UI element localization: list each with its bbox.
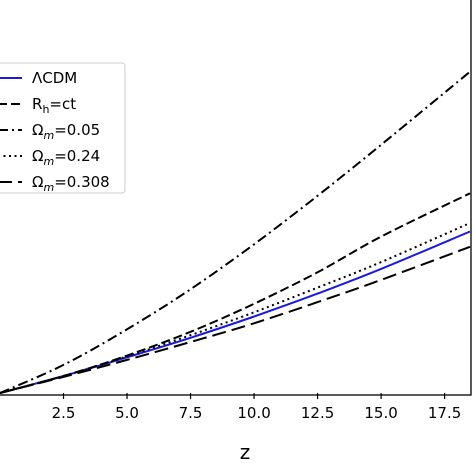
series-line-4 bbox=[0, 245, 471, 394]
x-tick-label-6: 17.5 bbox=[428, 404, 461, 422]
legend-label-1: Rh=ct bbox=[32, 95, 76, 116]
x-tick-label-0: 2.5 bbox=[52, 404, 76, 422]
x-tick-label-2: 7.5 bbox=[179, 404, 203, 422]
series-line-2 bbox=[0, 70, 471, 394]
x-tick-label-4: 12.5 bbox=[301, 404, 334, 422]
x-tick-label-3: 10.0 bbox=[237, 404, 270, 422]
legend-label-2: Ωm=0.05 bbox=[32, 121, 100, 142]
series-line-3 bbox=[0, 222, 471, 394]
series-layer bbox=[0, 70, 471, 394]
x-tick-label-5: 15.0 bbox=[364, 404, 397, 422]
series-line-1 bbox=[0, 192, 471, 394]
legend: ΛCDM Rh=ct Ωm=0.05 Ωm=0.24 Ωm=0.308 bbox=[0, 62, 126, 194]
x-axis-ticks: 2.5 5.0 7.5 10.0 12.5 15.0 17.5 bbox=[52, 393, 461, 422]
plot-frame bbox=[0, 0, 472, 396]
legend-label-0: ΛCDM bbox=[32, 69, 77, 87]
legend-label-3: Ωm=0.24 bbox=[32, 147, 100, 168]
x-axis-label: z bbox=[240, 440, 251, 464]
legend-box bbox=[0, 62, 126, 194]
x-tick-label-1: 5.0 bbox=[115, 404, 139, 422]
legend-label-4: Ωm=0.308 bbox=[32, 173, 110, 194]
